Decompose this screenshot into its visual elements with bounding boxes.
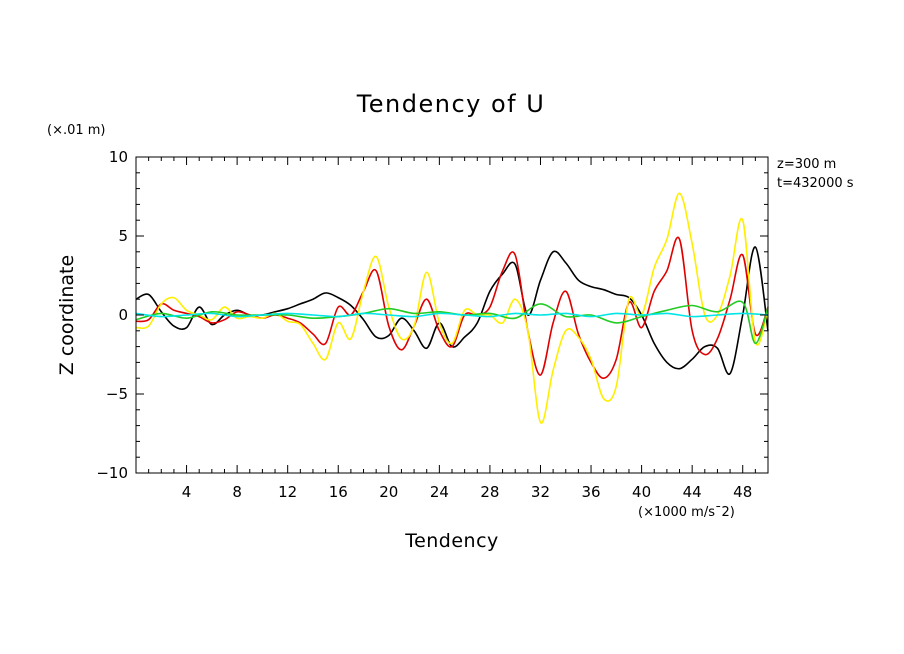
x-tick-label: 48 [733,483,752,501]
x-units-label: (×1000 m/s¯2) [638,505,735,520]
x-tick-label: 24 [430,483,449,501]
plot-frame [135,156,769,474]
series-layer [135,192,769,424]
y-units-label: (×.01 m) [47,123,106,138]
annotation-line-2: t=432000 s [777,176,854,191]
series-line-yellow [135,192,769,424]
series-line-red [135,236,769,379]
x-tick-label: 36 [581,483,600,501]
y-tick-label: −5 [106,385,128,403]
y-tick-label: 0 [118,306,128,324]
y-tick-label: −10 [96,464,128,482]
series-line-cyan [135,312,769,318]
x-tick-label: 20 [379,483,398,501]
x-tick-label: 16 [329,483,348,501]
chart-title: Tendency of U [356,90,546,118]
x-tick-label: 12 [278,483,297,501]
x-tick-label: 44 [683,483,702,501]
y-tick-label: 5 [118,227,128,245]
x-tick-label: 4 [182,483,192,501]
x-tick-label: 8 [232,483,242,501]
x-axis-label: Tendency [404,530,499,552]
x-tick-label: 32 [531,483,550,501]
y-tick-label: 10 [109,148,128,166]
x-tick-label: 40 [632,483,651,501]
y-axis-label: Z coordinate [56,255,78,375]
annotation-line-1: z=300 m [777,157,836,172]
x-tick-label: 28 [480,483,499,501]
